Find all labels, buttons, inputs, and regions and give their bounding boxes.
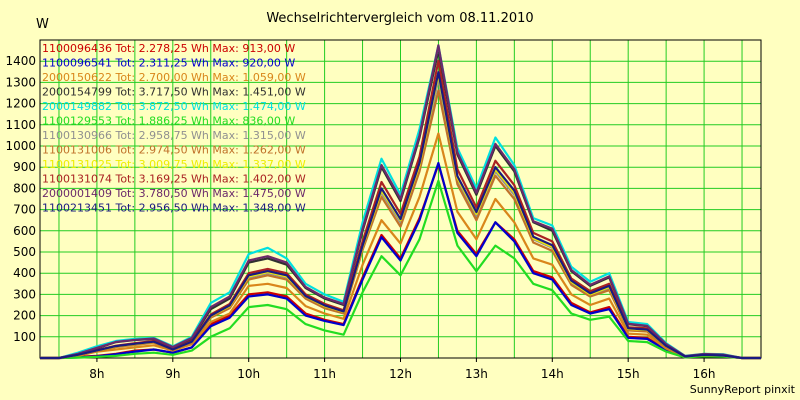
legend-entry: 1100131025 Tot: 3.009,75 Wh Max: 1.337,0… <box>42 158 306 171</box>
legend-entry: 2000001409 Tot: 3.780,50 Wh Max: 1.475,0… <box>42 187 306 200</box>
y-tick-label: 500 <box>13 245 36 259</box>
x-tick-label: 15h <box>617 367 640 381</box>
y-tick-label: 700 <box>13 203 36 217</box>
legend-entry: 2000150622 Tot: 2.700,00 Wh Max: 1.059,0… <box>42 71 306 84</box>
y-tick-label: 400 <box>13 266 36 280</box>
x-tick-label: 11h <box>313 367 336 381</box>
axes: 100 200 300 400 500 600 700 800 900 1000 1100 1200 1… <box>5 39 762 381</box>
y-tick-label: 600 <box>13 224 36 238</box>
x-tick-label: 12h <box>389 367 412 381</box>
x-tick-label: 10h <box>237 367 260 381</box>
series-line-11 <box>40 44 761 360</box>
y-tick-label: 900 <box>13 160 36 174</box>
legend: 1100096436 Tot: 2.278,25 Wh Max: 913,00 … <box>42 42 306 215</box>
series-line-12 <box>40 71 761 360</box>
legend-entry: 1100131074 Tot: 3.169,25 Wh Max: 1.402,0… <box>42 173 306 186</box>
x-tick-label: 14h <box>541 367 564 381</box>
x-tick-label: 8h <box>89 367 104 381</box>
footer-credit: SunnyReport pinxit <box>690 383 796 396</box>
y-tick-label: 200 <box>13 309 36 323</box>
y-tick-label: 300 <box>13 287 36 301</box>
y-tick-label: 1200 <box>5 97 36 111</box>
legend-entry: 1100096436 Tot: 2.278,25 Wh Max: 913,00 … <box>42 42 295 55</box>
y-tick-label: 1400 <box>5 54 36 68</box>
y-tick-label: 1100 <box>5 118 36 132</box>
legend-entry: 2000149882 Tot: 3.872,50 Wh Max: 1.474,0… <box>42 100 306 113</box>
series-line-3 <box>40 132 761 360</box>
y-tick-label: 1300 <box>5 75 36 89</box>
series-line-2 <box>40 161 761 360</box>
grid <box>40 40 761 358</box>
plot-frame <box>39 39 762 359</box>
y-tick-label: 800 <box>13 181 36 195</box>
legend-entry: 1100130966 Tot: 2.958,75 Wh Max: 1.315,0… <box>42 129 306 142</box>
legend-entry: 1100096541 Tot: 2.311,25 Wh Max: 920,00 … <box>42 57 295 70</box>
series-lines <box>40 44 761 360</box>
x-tick-label: 9h <box>165 367 180 381</box>
x-tick-label: 13h <box>465 367 488 381</box>
legend-entry: 1100129553 Tot: 1.886,25 Wh Max: 836,00 … <box>42 115 295 128</box>
y-tick-label: 100 <box>13 330 36 344</box>
series-line-6 <box>40 179 761 360</box>
x-tick-label: 16h <box>693 367 716 381</box>
chart-title: Wechselrichtervergleich vom 08.11.2010 <box>266 11 533 26</box>
y-axis-unit: W <box>36 17 49 32</box>
legend-entry: 2000154799 Tot: 3.717,50 Wh Max: 1.451,0… <box>42 86 306 99</box>
legend-entry: 1100213451 Tot: 2.956,50 Wh Max: 1.348,0… <box>42 202 306 215</box>
y-tick-label: 1000 <box>5 139 36 153</box>
legend-entry: 1100131006 Tot: 2.974,50 Wh Max: 1.262,0… <box>42 144 306 157</box>
